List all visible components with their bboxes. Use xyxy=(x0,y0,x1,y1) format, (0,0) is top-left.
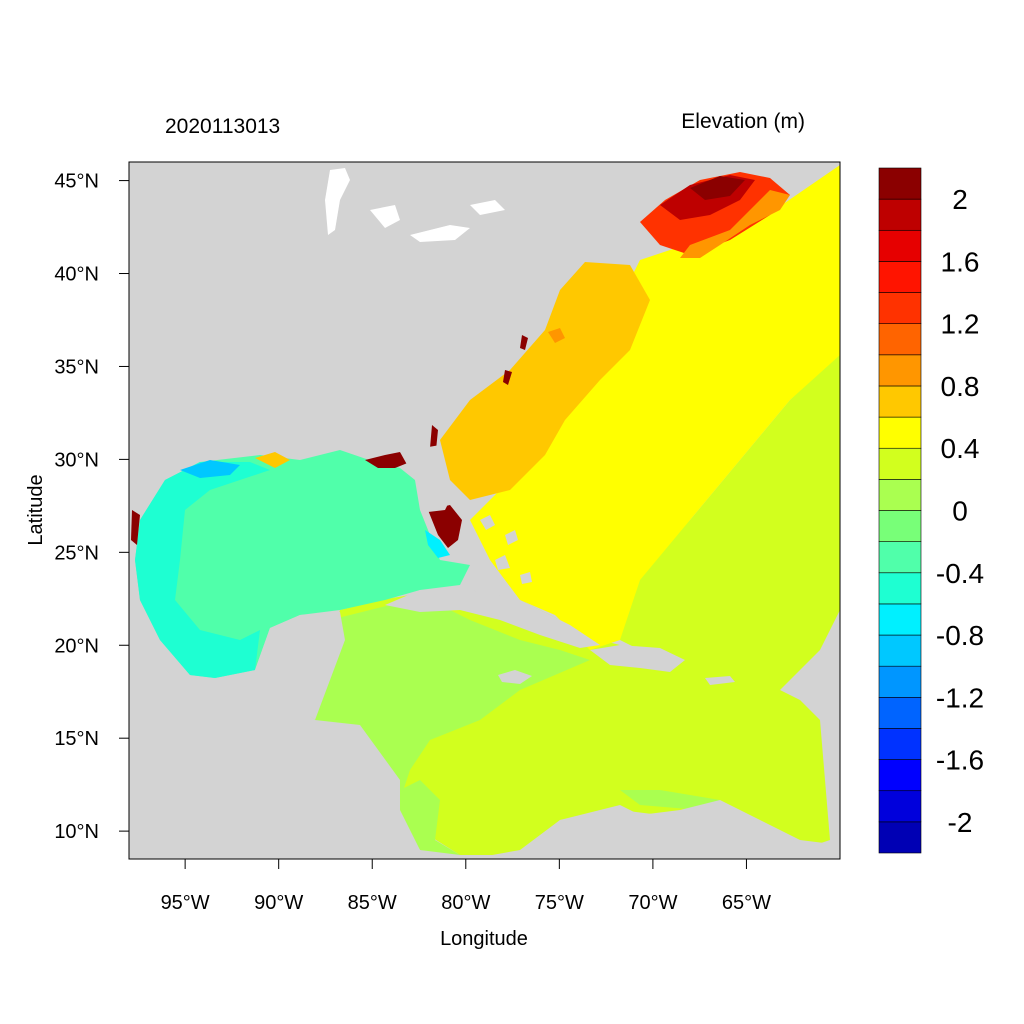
atlantic-water-yellow xyxy=(470,165,840,650)
colorbar-label: -1.6 xyxy=(936,745,984,776)
colorbar-bin xyxy=(878,572,922,605)
western-gulf-water xyxy=(135,462,270,678)
colorbar-bin xyxy=(878,167,922,200)
lon-tick-label: 95°W xyxy=(161,892,210,914)
lon-tick-label: 85°W xyxy=(348,892,397,914)
lon-tick-label: 80°W xyxy=(441,892,490,914)
colorbar-label: 0 xyxy=(952,496,968,527)
map-frame xyxy=(128,161,841,860)
hispaniola-island xyxy=(590,645,685,672)
offshore-orange-blob xyxy=(548,328,565,343)
colorbar-bin xyxy=(878,541,922,574)
lat-tick-label: 25°N xyxy=(54,542,99,564)
northern-gulf-coastal-water xyxy=(180,460,240,478)
latitude-axis: 45°N 40°N 35°N 30°N 25°N 20°N 15°N 10°N xyxy=(54,171,129,843)
south-florida-surge xyxy=(428,505,462,548)
western-caribbean-water xyxy=(310,600,590,800)
colorbar-bin xyxy=(878,728,922,760)
cuba-island xyxy=(385,590,600,648)
colorbar-bin xyxy=(878,323,922,356)
colorbar-bin xyxy=(878,416,922,449)
colorbar-label: 0.4 xyxy=(941,433,980,464)
puerto-rico-island xyxy=(705,676,735,685)
lat-tick-label: 40°N xyxy=(54,264,99,286)
colorbar-bin xyxy=(878,261,922,293)
colorbar-label: 1.2 xyxy=(941,309,980,340)
colorbar-bin xyxy=(878,665,922,698)
longitude-axis: 95°W 90°W 85°W 80°W 75°W 70°W 65°W xyxy=(161,859,771,914)
louisiana-coastal-water xyxy=(255,452,290,468)
florida-peninsula xyxy=(400,445,450,512)
colorbar-bin xyxy=(878,603,922,636)
variable-title: Elevation (m) xyxy=(681,110,805,133)
lon-tick-label: 65°W xyxy=(722,892,771,914)
elevation-colorbar: -2 -1.6 -1.2 -0.8 -0.4 0 0.4 0.8 1.2 1.6 2 xyxy=(878,167,984,854)
colorbar-bin xyxy=(878,759,922,792)
x-axis-label: Longitude xyxy=(440,928,528,950)
colorbar-bin xyxy=(878,790,922,823)
colorbar-bin xyxy=(878,821,922,854)
colorbar-label: 1.6 xyxy=(941,246,980,277)
lat-tick-label: 20°N xyxy=(54,635,99,657)
jamaica-island xyxy=(498,670,532,684)
timestamp-title: 2020113013 xyxy=(165,115,280,138)
bahamas-islands xyxy=(480,515,532,584)
lat-tick-label: 15°N xyxy=(54,728,99,750)
lat-tick-label: 10°N xyxy=(54,821,99,843)
colorbar-label: -0.4 xyxy=(936,558,984,589)
colorbar-bin xyxy=(878,697,922,729)
lon-tick-label: 90°W xyxy=(254,892,303,914)
florida-bay-water xyxy=(425,530,450,558)
lon-tick-label: 75°W xyxy=(535,892,584,914)
south-america-land xyxy=(470,800,840,859)
colorbar-bin xyxy=(878,292,922,324)
southern-caribbean-water xyxy=(400,780,720,855)
lat-tick-label: 35°N xyxy=(54,356,99,378)
lat-tick-label: 45°N xyxy=(54,171,99,193)
colorbar-label: -2 xyxy=(948,807,973,838)
big-bend-surge xyxy=(365,452,410,468)
colorbar-label: 2 xyxy=(952,184,968,215)
eastern-atlantic-water xyxy=(600,350,840,690)
gulf-of-maine-water-orange-rim xyxy=(680,190,790,258)
colorbar-bin xyxy=(878,385,922,418)
colorbar-label: 0.8 xyxy=(941,371,980,402)
colorbar-label: -0.8 xyxy=(936,620,984,651)
colorbar-bin xyxy=(878,198,922,231)
colorbar-label: -1.2 xyxy=(936,682,984,713)
gulf-of-mexico-water xyxy=(135,450,470,678)
central-america-land xyxy=(129,675,440,859)
colorbar-bin xyxy=(878,510,922,542)
lon-tick-label: 70°W xyxy=(628,892,677,914)
colorbar-bin xyxy=(878,229,922,262)
texas-coastal-surge xyxy=(131,510,140,545)
colorbar-bin xyxy=(878,634,922,667)
gulf-of-maine-water-darkest xyxy=(690,176,745,200)
lat-tick-label: 30°N xyxy=(54,449,99,471)
atlantic-coastal-water-orange xyxy=(440,262,650,500)
great-lakes xyxy=(325,168,505,242)
colorbar-bin xyxy=(878,354,922,387)
y-axis-label: Latitude xyxy=(25,474,47,545)
colorbar-bin xyxy=(878,479,922,511)
gulf-of-maine-water xyxy=(640,172,790,255)
colorbar-bin xyxy=(878,447,922,480)
map-panel xyxy=(129,162,840,859)
